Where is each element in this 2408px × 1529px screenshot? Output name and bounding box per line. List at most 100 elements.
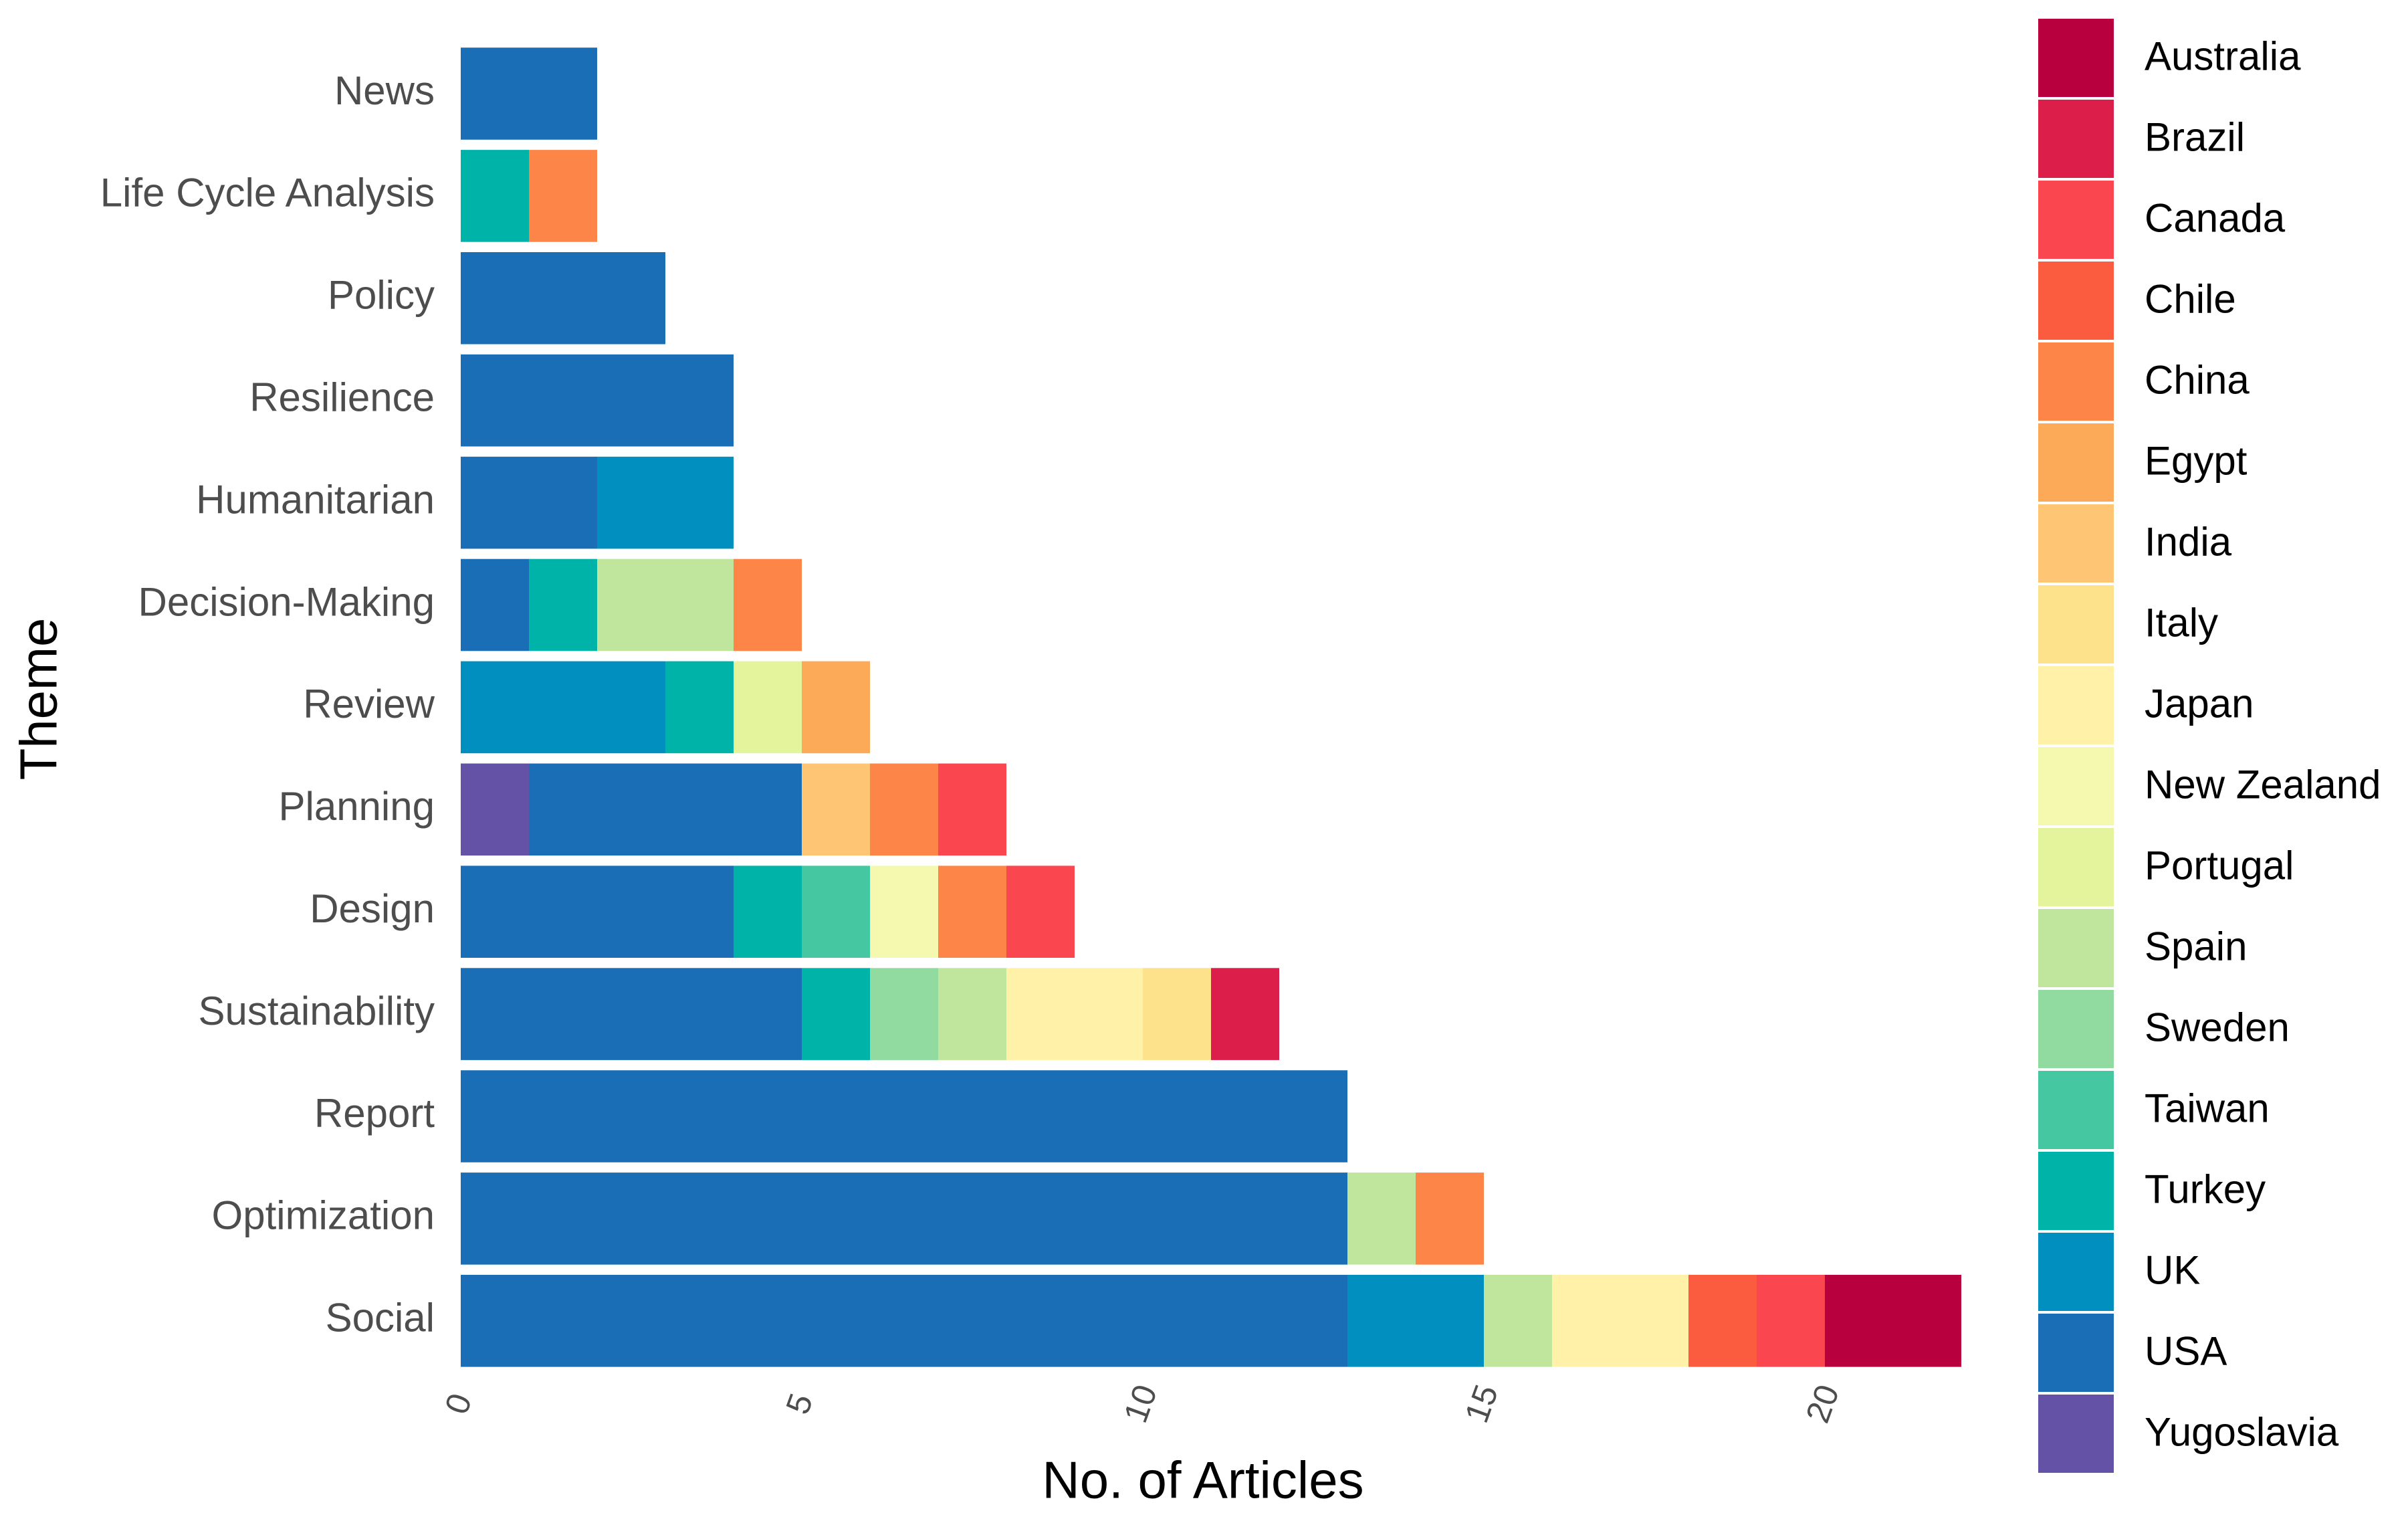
legend-label: Turkey	[2145, 1166, 2266, 1211]
bar-segment	[597, 558, 734, 651]
bar-segment	[461, 456, 597, 549]
bar-segment	[734, 865, 802, 958]
legend-key	[2038, 423, 2114, 502]
bar-segment	[734, 661, 802, 754]
legend-key	[2038, 1314, 2114, 1392]
bar-segment	[938, 865, 1006, 958]
bar-segment	[870, 968, 938, 1060]
legend-key	[2038, 1071, 2114, 1149]
bar-segment	[1347, 1274, 1484, 1367]
legend-key	[2038, 1233, 2114, 1311]
bar-segment	[1484, 1274, 1552, 1367]
y-tick-label: Sustainability	[198, 989, 435, 1033]
legend-label: Canada	[2145, 195, 2286, 240]
legend-label: Australia	[2145, 33, 2301, 78]
y-tick-label: Design	[310, 886, 435, 931]
legend-key	[2038, 181, 2114, 259]
legend-key	[2038, 100, 2114, 178]
bar-segment	[461, 354, 734, 447]
legend-key	[2038, 262, 2114, 340]
legend-label: Sweden	[2145, 1005, 2290, 1049]
legend-key	[2038, 1395, 2114, 1473]
bar-segment	[734, 558, 802, 651]
legend-key	[2038, 585, 2114, 664]
bar-segment	[461, 150, 529, 242]
legend-key	[2038, 19, 2114, 97]
bar-segment	[529, 558, 597, 651]
bar-segment	[802, 968, 870, 1060]
x-tick-label: 5	[778, 1389, 820, 1419]
legend-key	[2038, 666, 2114, 744]
bar-segment	[461, 558, 529, 651]
legend-key	[2038, 828, 2114, 906]
legend-label: Egypt	[2145, 438, 2248, 483]
bar-segment	[665, 661, 734, 754]
x-tick-label: 0	[437, 1389, 479, 1419]
bar-segment	[1552, 1274, 1688, 1367]
bar-segment	[461, 47, 597, 140]
y-tick-label: Report	[314, 1091, 435, 1136]
legend-label: China	[2145, 357, 2250, 402]
bar-segment	[529, 763, 802, 856]
y-tick-label: Review	[303, 682, 435, 726]
legend-label: Brazil	[2145, 114, 2245, 159]
y-axis-title: Theme	[9, 618, 68, 781]
bar-segment	[870, 865, 938, 958]
y-tick-label: News	[334, 68, 435, 113]
x-tick-label: 20	[1799, 1380, 1847, 1427]
bar-segment	[1347, 1173, 1416, 1265]
y-tick-label: Social	[326, 1296, 435, 1340]
bar-segment	[1757, 1274, 1825, 1367]
legend-label: UK	[2145, 1247, 2200, 1292]
legend-label: Italy	[2145, 600, 2218, 645]
bar-segment	[1825, 1274, 1961, 1367]
bar-segment	[1143, 968, 1211, 1060]
legend-label: Portugal	[2145, 843, 2294, 888]
legend-label: New Zealand	[2145, 762, 2381, 807]
legend-key	[2038, 909, 2114, 987]
bar-segment	[1211, 968, 1279, 1060]
bar-segment	[461, 763, 529, 856]
bar-segment	[802, 763, 870, 856]
legend-label: India	[2145, 519, 2232, 564]
legend-key	[2038, 990, 2114, 1068]
bar-segment	[1006, 865, 1075, 958]
legend-label: Japan	[2145, 681, 2254, 726]
bar-segment	[1006, 968, 1143, 1060]
bar-segment	[461, 1070, 1347, 1162]
y-tick-label: Resilience	[249, 375, 435, 420]
bar-segment	[597, 456, 734, 549]
bar-segment	[461, 661, 665, 754]
legend-key	[2038, 1152, 2114, 1230]
y-tick-label: Optimization	[212, 1193, 435, 1238]
x-axis-title: No. of Articles	[1042, 1451, 1363, 1510]
x-tick-label: 10	[1117, 1380, 1165, 1427]
legend-label: Chile	[2145, 276, 2236, 321]
bar-segment	[1688, 1274, 1757, 1367]
legend-key	[2038, 747, 2114, 825]
legend-label: USA	[2145, 1328, 2227, 1373]
legend-label: Taiwan	[2145, 1086, 2270, 1130]
legend-label: Spain	[2145, 924, 2247, 969]
bar-segment	[1416, 1173, 1484, 1265]
bar-segment	[529, 150, 597, 242]
legend-label: Yugoslavia	[2145, 1409, 2339, 1454]
bar-segment	[461, 1173, 1347, 1265]
y-tick-label: Planning	[278, 784, 435, 829]
y-tick-label: Humanitarian	[196, 477, 435, 522]
bar-segment	[938, 763, 1006, 856]
bar-segment	[938, 968, 1006, 1060]
legend-key	[2038, 504, 2114, 583]
y-tick-label: Decision-Making	[138, 579, 435, 624]
bar-segment	[461, 968, 802, 1060]
bar-segment	[461, 865, 734, 958]
bar-segment	[870, 763, 938, 856]
bar-segment	[461, 251, 665, 344]
bar-segment	[802, 661, 870, 754]
bar-segment	[461, 1274, 1347, 1367]
bar-segment	[802, 865, 870, 958]
y-tick-label: Life Cycle Analysis	[100, 171, 435, 215]
y-tick-label: Policy	[328, 273, 435, 318]
